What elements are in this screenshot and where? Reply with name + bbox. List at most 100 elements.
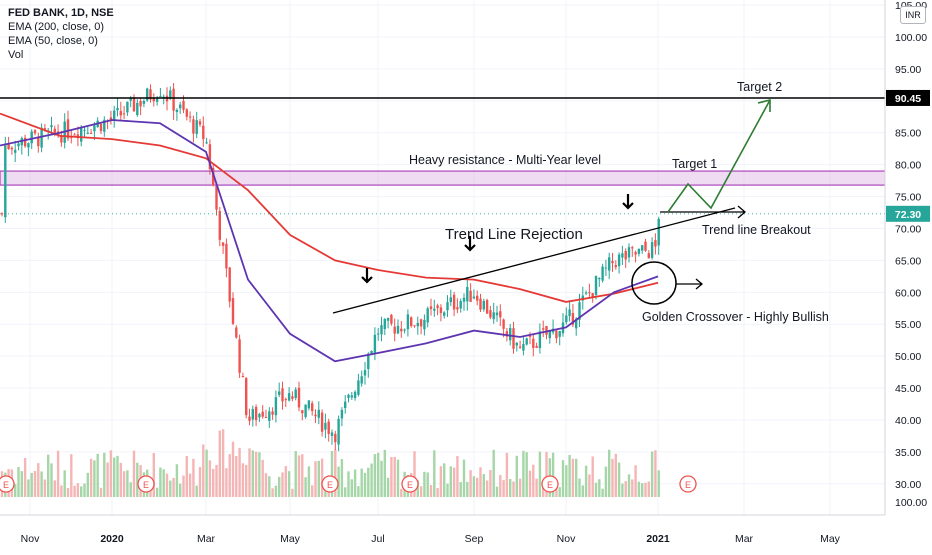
candle-body xyxy=(53,128,56,133)
volume-bar xyxy=(532,464,535,497)
candle-body xyxy=(169,90,172,100)
candle-body xyxy=(248,416,251,421)
candle-body xyxy=(413,325,416,327)
candle-body xyxy=(86,132,89,134)
volume-bar xyxy=(66,488,70,497)
candle-body xyxy=(281,388,284,402)
candle-body xyxy=(386,318,390,321)
candle-body xyxy=(380,325,383,335)
volume-bar xyxy=(248,448,251,497)
candle-body xyxy=(317,409,320,418)
volume-bar xyxy=(301,454,304,497)
candle-body xyxy=(245,378,248,416)
candle-body xyxy=(647,253,650,259)
candle-body xyxy=(578,302,581,320)
candle-body xyxy=(621,253,624,258)
volume-bar xyxy=(608,449,611,497)
candle-body xyxy=(462,297,466,302)
volume-bar xyxy=(86,472,89,497)
volume-bar xyxy=(647,481,650,497)
candle-body xyxy=(476,295,479,301)
candle-body xyxy=(314,414,317,417)
volume-bar xyxy=(509,479,512,497)
volume-bar xyxy=(485,480,489,497)
target2-label: Target 2 xyxy=(737,80,782,94)
grid-layer xyxy=(0,0,885,515)
candle-body xyxy=(522,343,525,351)
volume-bar xyxy=(317,460,320,497)
volume-bar xyxy=(423,471,426,497)
candle-body xyxy=(320,412,324,432)
event-marker-circle xyxy=(137,475,155,493)
volume-bar xyxy=(165,473,169,497)
volume-bar xyxy=(476,477,479,497)
candle-body xyxy=(492,312,495,320)
volume-bar xyxy=(70,454,73,497)
candle-body xyxy=(641,245,644,251)
volume-bar xyxy=(109,450,113,497)
currency-badge[interactable]: INR xyxy=(900,6,926,24)
candle-body xyxy=(370,350,373,354)
volume-bar xyxy=(149,487,152,497)
candle-body xyxy=(142,100,146,104)
trendline-breakout-label: Trend line Breakout xyxy=(702,223,811,237)
candle-body xyxy=(548,329,551,339)
volume-bar xyxy=(119,462,122,497)
candle-body xyxy=(423,319,426,330)
candle-body xyxy=(624,251,627,260)
event-marker-label: E xyxy=(407,480,413,490)
candle-body xyxy=(109,117,113,121)
volume-bar xyxy=(126,470,129,497)
candle-body xyxy=(311,403,314,412)
volume-bar xyxy=(205,449,208,497)
volume-bar xyxy=(555,488,558,497)
volume-bar xyxy=(235,455,238,497)
volume-bar xyxy=(594,482,598,497)
chart-legend: FED BANK, 1D, NSE EMA (200, close, 0) EM… xyxy=(8,6,114,62)
candle-body xyxy=(608,257,611,271)
golden-cross-circle xyxy=(631,261,677,305)
event-marker-label: E xyxy=(327,480,333,490)
volume-bar xyxy=(598,479,601,497)
candle-body xyxy=(297,387,301,408)
candle-body xyxy=(512,328,515,349)
volume-bar xyxy=(268,476,271,497)
candle-body xyxy=(33,130,37,134)
volume-bar xyxy=(116,455,119,497)
candle-body xyxy=(390,314,393,324)
candle-body xyxy=(538,331,542,349)
candle-body xyxy=(350,395,353,398)
volume-bar xyxy=(558,487,561,497)
event-marker-circle xyxy=(0,475,15,493)
volume-bar xyxy=(591,456,594,497)
event-marker-circle xyxy=(679,475,697,493)
volume-bar xyxy=(258,452,261,497)
volume-bar xyxy=(641,483,644,497)
volume-bar xyxy=(657,470,660,497)
candle-body xyxy=(182,101,185,110)
volume-bar xyxy=(631,479,634,497)
candle-body xyxy=(631,247,634,249)
volume-bar xyxy=(254,451,258,497)
volume-axis-label: 100.00 xyxy=(895,497,927,509)
volume-bar xyxy=(551,452,555,497)
candle-body xyxy=(373,334,377,354)
volume-bar xyxy=(122,471,126,497)
candle-body xyxy=(254,406,258,421)
volume-bar xyxy=(489,469,492,497)
volume-bar xyxy=(202,444,205,497)
volume-bar xyxy=(588,474,591,497)
volume-bar xyxy=(215,465,218,497)
golden-crossover-label: Golden Crossover - Highly Bullish xyxy=(642,310,829,324)
volume-bar xyxy=(419,486,423,497)
candle-body xyxy=(502,319,505,329)
volume-bar xyxy=(525,452,528,497)
candle-body xyxy=(575,318,578,329)
volume-bar xyxy=(367,467,370,497)
volume-bar xyxy=(581,485,584,497)
volume-bar xyxy=(614,453,617,497)
x-tick-label: Nov xyxy=(557,533,576,545)
volume-bar xyxy=(320,458,324,497)
candle-body xyxy=(443,312,446,316)
